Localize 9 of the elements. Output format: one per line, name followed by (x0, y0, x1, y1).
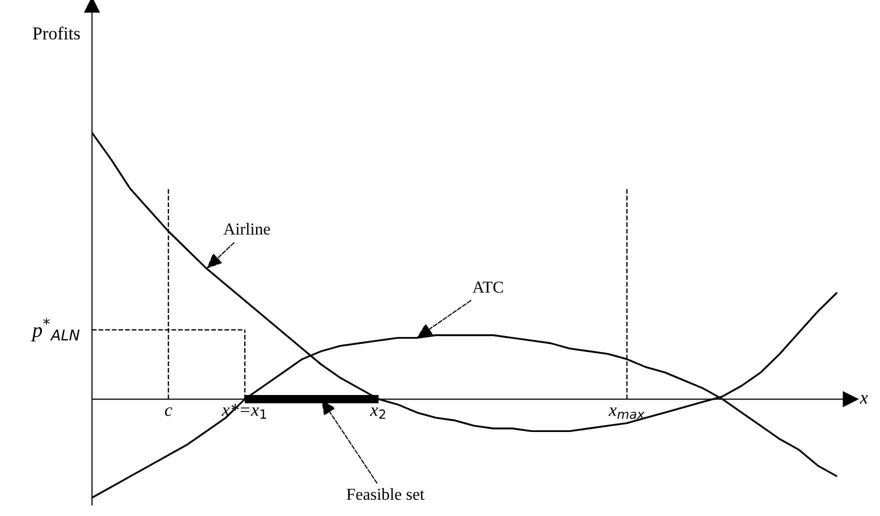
text: ATC (472, 282, 503, 293)
ref-line-label: p$^{*}$$_{ALN}$ (30, 318, 80, 342)
x-tick-label: x$_{2}$ (370, 408, 386, 419)
text: Profits (32, 26, 80, 40)
x-axis-title: x (860, 395, 868, 404)
text: Feasible set (346, 488, 424, 500)
x-tick-label: c (164, 407, 172, 416)
text: Airline (223, 222, 270, 235)
x-tick-label: x$_{max}$ (608, 408, 645, 419)
